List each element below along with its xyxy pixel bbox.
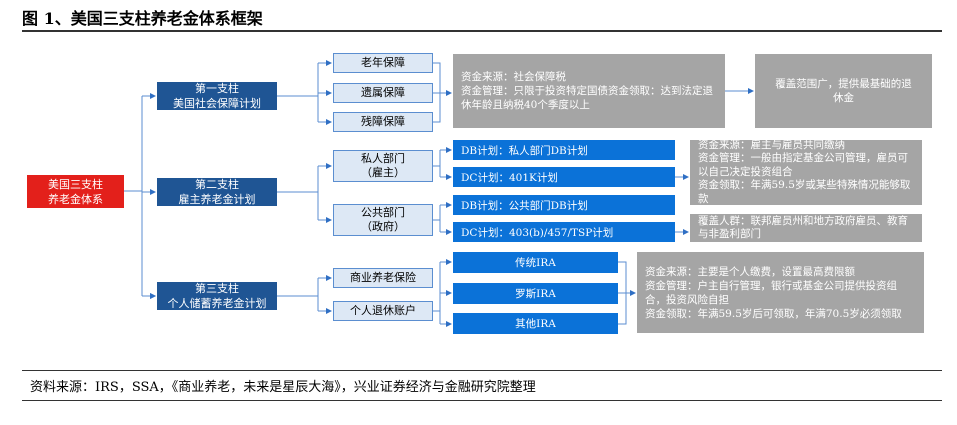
desc-line: 资金领取：年满59.5岁后可领取，年满70.5岁必须领取 [645, 307, 902, 320]
desc-line: 资金管理：一般由指定基金公司管理，雇员可以自己决定投资组合 [698, 152, 908, 178]
pillar-3-name: 个人储蓄养老金计划 [167, 297, 267, 310]
source-note: 资料来源：IRS，SSA，《商业养老，未来是星辰大海》，兴业证券经济与金融研究院… [30, 380, 536, 395]
private-sector: 私人部门 （雇主） [333, 150, 433, 182]
public-sector: 公共部门 （政府） [333, 204, 433, 236]
public-dc-plan: DC计划：403(b)/457/TSP计划 [453, 222, 675, 242]
pillar-1-name: 美国社会保障计划 [173, 97, 261, 110]
public-sector-sub: （政府） [361, 220, 405, 233]
desc-line: 资金领取：年满59.5岁或某些特殊情况能够取款 [698, 179, 911, 205]
survivors-insurance: 遗属保障 [333, 83, 433, 103]
desc-line: 资金来源：主要是个人缴费，设置最高费限额 [645, 265, 855, 278]
pillar-1-result: 覆盖范围广，提供最基础的退休金 [755, 54, 932, 128]
root-node: 美国三支柱 养老金体系 [27, 175, 124, 208]
pillar-3-label: 第三支柱 [195, 282, 239, 295]
bottom-divider [22, 400, 942, 401]
pillar-2-name: 雇主养老金计划 [178, 193, 256, 206]
pillar-1-description: 资金来源：社会保障税资金管理：只限于投资特定国债资金领取：达到法定退休年龄且纳税… [453, 54, 725, 128]
figure-title: 图 1、美国三支柱养老金体系框架 [22, 9, 263, 28]
public-db-plan: DB计划：公共部门DB计划 [453, 195, 675, 215]
footer-divider [22, 370, 942, 371]
pillar-2: 第二支柱雇主养老金计划 [157, 178, 277, 206]
desc-line: 资金来源：社会保障税 [461, 71, 566, 83]
pillar-2-label: 第二支柱 [195, 178, 239, 191]
individual-retirement-account: 个人退休账户 [333, 301, 433, 321]
public-coverage-description: 覆盖人群：联邦雇员州和地方政府雇员、教育与非盈利部门 [690, 214, 922, 242]
public-sector-label: 公共部门 [361, 206, 405, 219]
other-ira: 其他IRA [453, 313, 618, 334]
commercial-pension-insurance: 商业养老保险 [333, 268, 433, 288]
private-db-plan: DB计划：私人部门DB计划 [453, 140, 675, 160]
private-sector-sub: （雇主） [361, 166, 405, 179]
desc-line: 资金管理：只限于投资特定国债资金领取：达到法定退休年龄且纳税40个季度以上 [461, 85, 713, 111]
traditional-ira: 传统IRA [453, 252, 618, 273]
pillar-3-description: 资金来源：主要是个人缴费，设置最高费限额 资金管理：户主自行管理，银行或基金公司提… [637, 252, 924, 333]
pillar-2-description: 资金来源：雇主与雇员共同缴纳 资金管理：一般由指定基金公司管理，雇员可以自己决定投… [690, 138, 922, 205]
roth-ira: 罗斯IRA [453, 283, 618, 304]
disability-insurance: 残障保障 [333, 112, 433, 132]
pillar-1: 第一支柱美国社会保障计划 [157, 82, 277, 110]
private-sector-label: 私人部门 [361, 152, 405, 165]
pillar-1-label: 第一支柱 [195, 82, 239, 95]
desc-line: 资金来源：雇主与雇员共同缴纳 [698, 138, 845, 151]
title-divider [22, 30, 942, 32]
pillar-3: 第三支柱个人储蓄养老金计划 [157, 282, 277, 310]
old-age-insurance: 老年保障 [333, 53, 433, 73]
desc-line: 资金管理：户主自行管理，银行或基金公司提供投资组合，投资风险自担 [645, 279, 897, 306]
private-dc-plan: DC计划：401K计划 [453, 167, 675, 187]
